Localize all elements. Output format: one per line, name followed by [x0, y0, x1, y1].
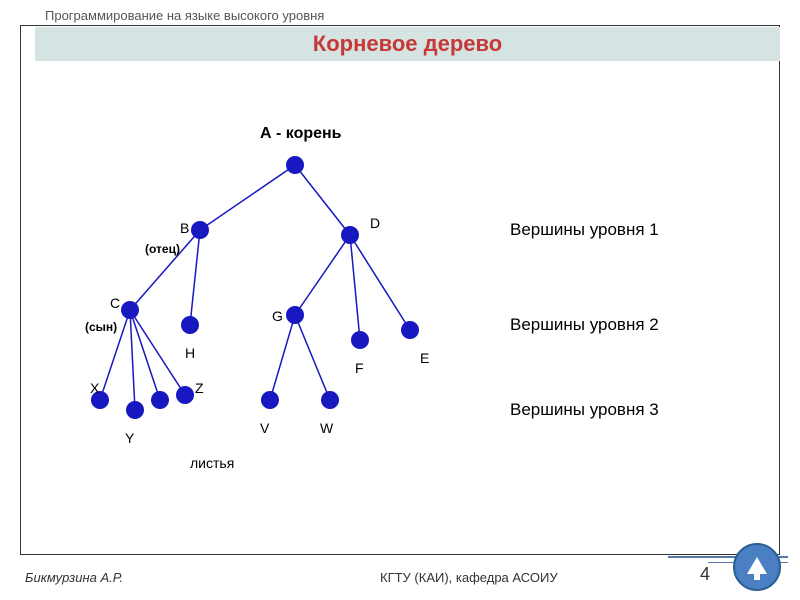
tree-node	[286, 156, 304, 174]
level-3-label: Вершины уровня 3	[510, 400, 659, 420]
node-label: Z	[195, 380, 204, 396]
node-label: W	[320, 420, 333, 436]
tree-node	[341, 226, 359, 244]
tree-node	[181, 316, 199, 334]
father-annotation: (отец)	[145, 242, 180, 256]
title-bar: Корневое дерево	[35, 27, 780, 61]
tree-node	[261, 391, 279, 409]
node-label: B	[180, 220, 189, 236]
node-label: D	[370, 215, 380, 231]
node-label: H	[185, 345, 195, 361]
level-2-label: Вершины уровня 2	[510, 315, 659, 335]
root-label: А - корень	[260, 125, 342, 143]
level-1-label: Вершины уровня 1	[510, 220, 659, 240]
tree-node	[126, 401, 144, 419]
tree-node	[321, 391, 339, 409]
node-label: C	[110, 295, 120, 311]
son-annotation: (сын)	[85, 320, 117, 334]
footer-author: Бикмурзина А.Р.	[25, 570, 123, 585]
node-label: E	[420, 350, 429, 366]
title-text: Корневое дерево	[313, 31, 502, 57]
tree-node	[351, 331, 369, 349]
tree-edges	[20, 60, 780, 540]
page-number: 4	[700, 564, 710, 585]
tree-node	[121, 301, 139, 319]
node-label: F	[355, 360, 364, 376]
node-label: G	[272, 308, 283, 324]
node-label: V	[260, 420, 269, 436]
leaves-label: листья	[190, 455, 234, 471]
node-label: Y	[125, 430, 134, 446]
tree-node	[401, 321, 419, 339]
tree-node	[191, 221, 209, 239]
footer-org: КГТУ (КАИ), кафедра АСОИУ	[380, 570, 558, 585]
tree-node	[286, 306, 304, 324]
tree-node	[176, 386, 194, 404]
logo-icon	[732, 542, 782, 592]
node-label: X	[90, 380, 99, 396]
header-text: Программирование на языке высокого уровн…	[45, 8, 324, 23]
tree-diagram: А - корень (отец) (сын) Вершины уровня 1…	[20, 60, 780, 540]
tree-node	[151, 391, 169, 409]
